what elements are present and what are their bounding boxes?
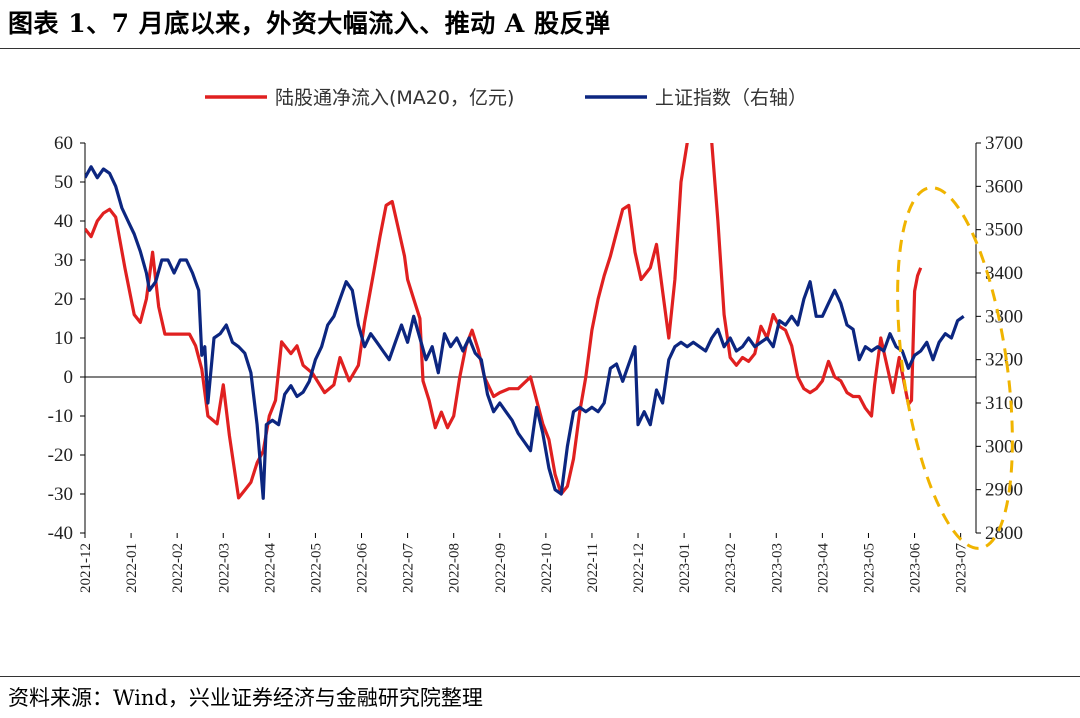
left-tick-label: 30 (54, 250, 73, 271)
x-tick-label: 2022-07 (401, 543, 417, 593)
right-tick-label: 3300 (985, 306, 1023, 327)
left-tick-label: 50 (54, 172, 73, 193)
right-tick-label: 3700 (985, 133, 1023, 154)
legend-label-index: 上证指数（右轴） (655, 87, 807, 109)
x-tick-label: 2023-03 (769, 543, 785, 593)
right-tick-label: 3600 (985, 176, 1023, 197)
left-tick-label: 40 (54, 211, 73, 232)
x-tick-label: 2023-01 (677, 543, 693, 593)
chart-title: 图表 1、7 月底以来，外资大幅流入、推动 A 股反弹 (8, 9, 611, 38)
x-tick-label: 2023-07 (954, 543, 970, 593)
x-tick-label: 2022-11 (585, 543, 601, 592)
left-tick-label: 10 (54, 328, 73, 349)
left-tick-label: -10 (48, 406, 73, 427)
left-tick-label: -20 (48, 445, 73, 466)
sse-index-line (85, 165, 965, 500)
x-tick-label: 2022-04 (262, 543, 278, 593)
left-tick-label: -30 (48, 484, 73, 505)
left-tick-label: -40 (48, 523, 73, 544)
right-tick-label: 3200 (985, 350, 1023, 371)
x-tick-label: 2023-02 (723, 543, 739, 593)
source-divider (0, 676, 1080, 677)
x-tick-label: 2022-09 (493, 543, 509, 593)
chart-canvas: 60 50 40 30 20 10 0 -10 -20 -30 -40 3700 3600 3500 340… (48, 87, 1023, 593)
x-tick-label: 2022-02 (170, 543, 186, 593)
x-tick-label: 2023-04 (815, 543, 831, 593)
left-tick-label: 20 (54, 289, 73, 310)
legend-label-flow: 陆股通净流入(MA20，亿元) (275, 87, 514, 109)
chart-source: 资料来源：Wind，兴业证券经济与金融研究院整理 (8, 686, 483, 710)
northbound-flow-line (85, 143, 923, 500)
x-tick-label: 2022-08 (447, 543, 463, 593)
right-tick-label: 3100 (985, 393, 1023, 414)
title-divider (0, 48, 1080, 49)
right-tick-label: 3000 (985, 436, 1023, 457)
x-tick-label: 2022-05 (308, 543, 324, 593)
x-tick-label: 2022-03 (216, 543, 232, 593)
x-tick-label: 2022-12 (631, 543, 647, 593)
x-tick-label: 2023-06 (908, 543, 924, 593)
x-tick-label: 2022-06 (355, 543, 371, 593)
x-tick-label: 2022-10 (539, 543, 555, 593)
highlight-ellipse (896, 186, 1014, 550)
x-tick-label: 2021-12 (78, 543, 94, 593)
right-tick-label: 3500 (985, 220, 1023, 241)
left-tick-label: 0 (64, 367, 74, 388)
left-tick-label: 60 (54, 133, 73, 154)
x-tick-label: 2023-05 (861, 543, 877, 593)
x-tick-label: 2022-01 (124, 543, 140, 593)
right-tick-label: 3400 (985, 263, 1023, 284)
right-tick-label: 2900 (985, 480, 1023, 501)
